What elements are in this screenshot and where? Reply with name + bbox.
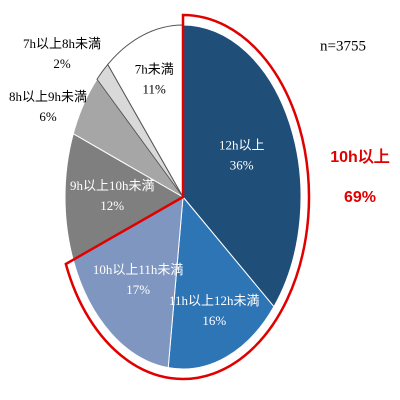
slice-category: 7h未満 (135, 61, 174, 76)
highlight-value: 69% (344, 189, 376, 206)
slice-category: 11h以上12h未満 (169, 293, 260, 308)
slice-category: 10h以上11h未満 (93, 262, 184, 277)
slice-category: 7h以上8h未満 (23, 36, 101, 51)
sample-size: n=3755 (320, 38, 366, 54)
pie-slice (107, 24, 184, 199)
slice-value: 36% (230, 158, 254, 173)
slice-value: 11% (143, 81, 167, 96)
slice-category: 8h以上9h未満 (9, 89, 87, 104)
pie-slice (72, 196, 184, 369)
slice-value: 17% (126, 282, 150, 297)
slice-category: 9h以上10h未満 (70, 178, 155, 193)
pie-slice (182, 24, 302, 308)
highlight-label: 10h以上 (330, 148, 390, 166)
slice-value: 2% (53, 56, 71, 71)
slice-value: 12% (100, 198, 124, 213)
slice-value: 6% (39, 109, 57, 124)
slice-category: 12h以上 (219, 138, 265, 153)
highlight-outline (64, 13, 311, 381)
slice-value: 16% (202, 313, 226, 328)
pie-slice (64, 132, 185, 262)
pie-slice (167, 195, 275, 370)
